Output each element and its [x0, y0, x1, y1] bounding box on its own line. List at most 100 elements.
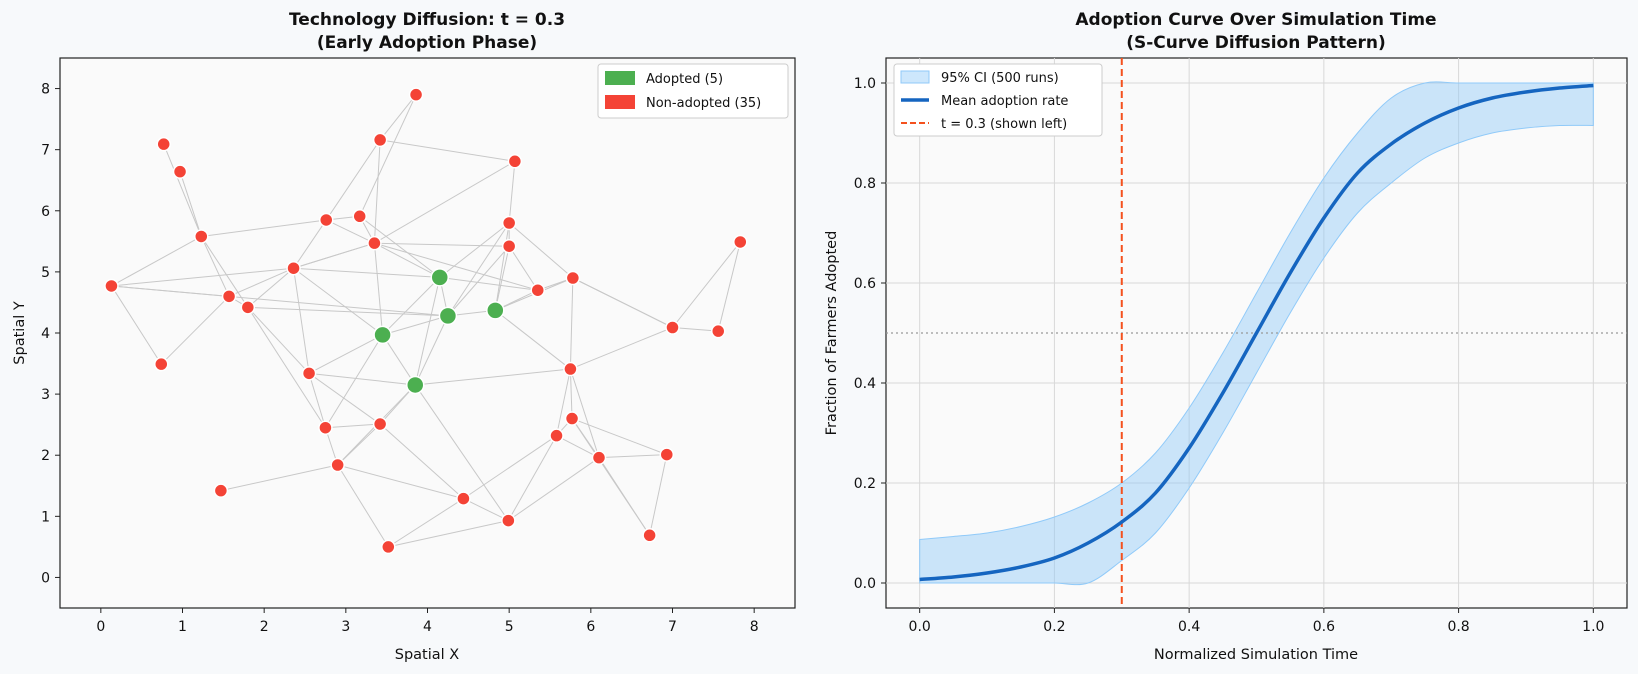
- legend-ci-swatch: [900, 70, 930, 84]
- network-panel: Technology Diffusion: t = 0.3 (Early Ado…: [12, 10, 796, 663]
- network-edge: [717, 241, 741, 332]
- network-edge: [414, 315, 449, 386]
- network-edge: [374, 242, 440, 278]
- network-edge: [247, 307, 326, 428]
- y-tick-label: 0.0: [854, 576, 876, 592]
- network-edge: [309, 372, 416, 386]
- non-adopted-node: [156, 136, 171, 152]
- network-edge: [380, 139, 515, 162]
- network-edge: [111, 285, 448, 317]
- network-x-axis-label: Spatial X: [395, 647, 460, 663]
- network-edge: [382, 315, 449, 336]
- adopted-node: [438, 306, 458, 326]
- network-edge: [571, 418, 651, 536]
- network-edge: [414, 384, 509, 521]
- network-edge: [308, 373, 326, 428]
- network-edge: [649, 454, 668, 536]
- legend-non-adopted-swatch: [605, 95, 635, 109]
- y-tick-label: 0: [41, 570, 50, 586]
- network-edge: [324, 334, 384, 428]
- network-edge: [447, 222, 510, 317]
- network-edge: [439, 222, 510, 278]
- non-adopted-node: [104, 278, 119, 294]
- non-adopted-node: [213, 483, 229, 498]
- network-edge: [373, 139, 381, 244]
- non-adopted-node: [367, 235, 382, 251]
- network-edge: [293, 219, 327, 269]
- y-tick-label: 4: [41, 326, 50, 342]
- network-x-ticks: 0 1 2 3 4 5 6 7 8: [96, 608, 759, 635]
- network-edge: [379, 94, 417, 141]
- non-adopted-node: [301, 366, 317, 381]
- network-edge: [569, 277, 574, 370]
- network-y-ticks: 0 1 2 3 4 5 6 7 8: [41, 82, 60, 586]
- network-edge: [293, 268, 310, 374]
- adopted-node: [430, 268, 449, 287]
- network-edge: [200, 236, 230, 297]
- curve-y-ticks: 0.0 0.2 0.4 0.6 0.8 1.0: [854, 76, 886, 592]
- network-edge: [373, 243, 384, 335]
- network-title-line1: Technology Diffusion: t = 0.3: [289, 10, 565, 30]
- y-tick-label: 6: [41, 204, 50, 220]
- legend-ci-label: 95% CI (500 runs): [941, 71, 1059, 86]
- non-adopted-node: [501, 238, 517, 254]
- curve-title-line1: Adoption Curve Over Simulation Time: [1075, 10, 1436, 30]
- network-edge: [337, 423, 381, 466]
- non-adopted-node: [318, 212, 334, 228]
- network-edge: [247, 267, 294, 308]
- legend-adopted-swatch: [605, 71, 635, 85]
- network-edge: [374, 242, 510, 247]
- network-edge: [463, 435, 557, 500]
- y-tick-label: 7: [41, 143, 50, 159]
- network-edge: [507, 435, 557, 521]
- network-y-axis-label: Spatial Y: [12, 301, 28, 365]
- y-tick-label: 2: [41, 448, 50, 464]
- network-edge: [308, 334, 383, 374]
- non-adopted-node: [381, 539, 396, 555]
- network-edge: [379, 423, 464, 499]
- network-edge: [388, 498, 464, 548]
- non-adopted-node: [154, 356, 169, 372]
- legend-non-adopted-label: Non-adopted (35): [646, 96, 761, 111]
- network-edge: [508, 222, 574, 279]
- x-tick-label: 0.4: [1178, 619, 1200, 635]
- network-edge: [494, 309, 571, 370]
- network-edge: [179, 171, 202, 237]
- network-edge: [463, 498, 509, 522]
- non-adopted-node: [564, 411, 580, 426]
- network-edge: [247, 306, 448, 317]
- network-edge: [598, 454, 667, 459]
- y-tick-label: 5: [41, 265, 50, 281]
- network-edge: [308, 372, 381, 425]
- x-tick-label: 0.8: [1447, 619, 1469, 635]
- network-edge: [508, 457, 600, 522]
- network-edge: [111, 285, 162, 365]
- non-adopted-node: [286, 260, 301, 276]
- x-tick-label: 5: [505, 619, 514, 635]
- network-edge: [569, 369, 573, 419]
- non-adopted-node: [221, 289, 237, 304]
- non-adopted-node: [240, 300, 256, 315]
- x-tick-label: 8: [750, 619, 759, 635]
- network-edge: [415, 368, 571, 386]
- y-tick-label: 3: [41, 387, 50, 403]
- y-tick-label: 8: [41, 82, 50, 98]
- non-adopted-node: [372, 416, 388, 432]
- x-tick-label: 0.0: [909, 619, 931, 635]
- network-edge: [326, 219, 375, 244]
- network-edge: [571, 418, 667, 456]
- network-edge: [111, 267, 294, 287]
- y-tick-label: 1.0: [854, 76, 876, 92]
- network-title-line2: (Early Adoption Phase): [317, 33, 537, 53]
- non-adopted-node: [352, 209, 367, 224]
- non-adopted-node: [501, 513, 516, 528]
- network-edge: [382, 334, 416, 386]
- y-tick-label: 0.2: [854, 476, 876, 492]
- non-adopted-node: [642, 528, 657, 543]
- network-edge: [228, 267, 294, 297]
- y-tick-label: 0.6: [854, 276, 876, 292]
- non-adopted-node: [501, 215, 517, 231]
- non-adopted-node: [665, 320, 680, 335]
- network-edge: [201, 219, 327, 237]
